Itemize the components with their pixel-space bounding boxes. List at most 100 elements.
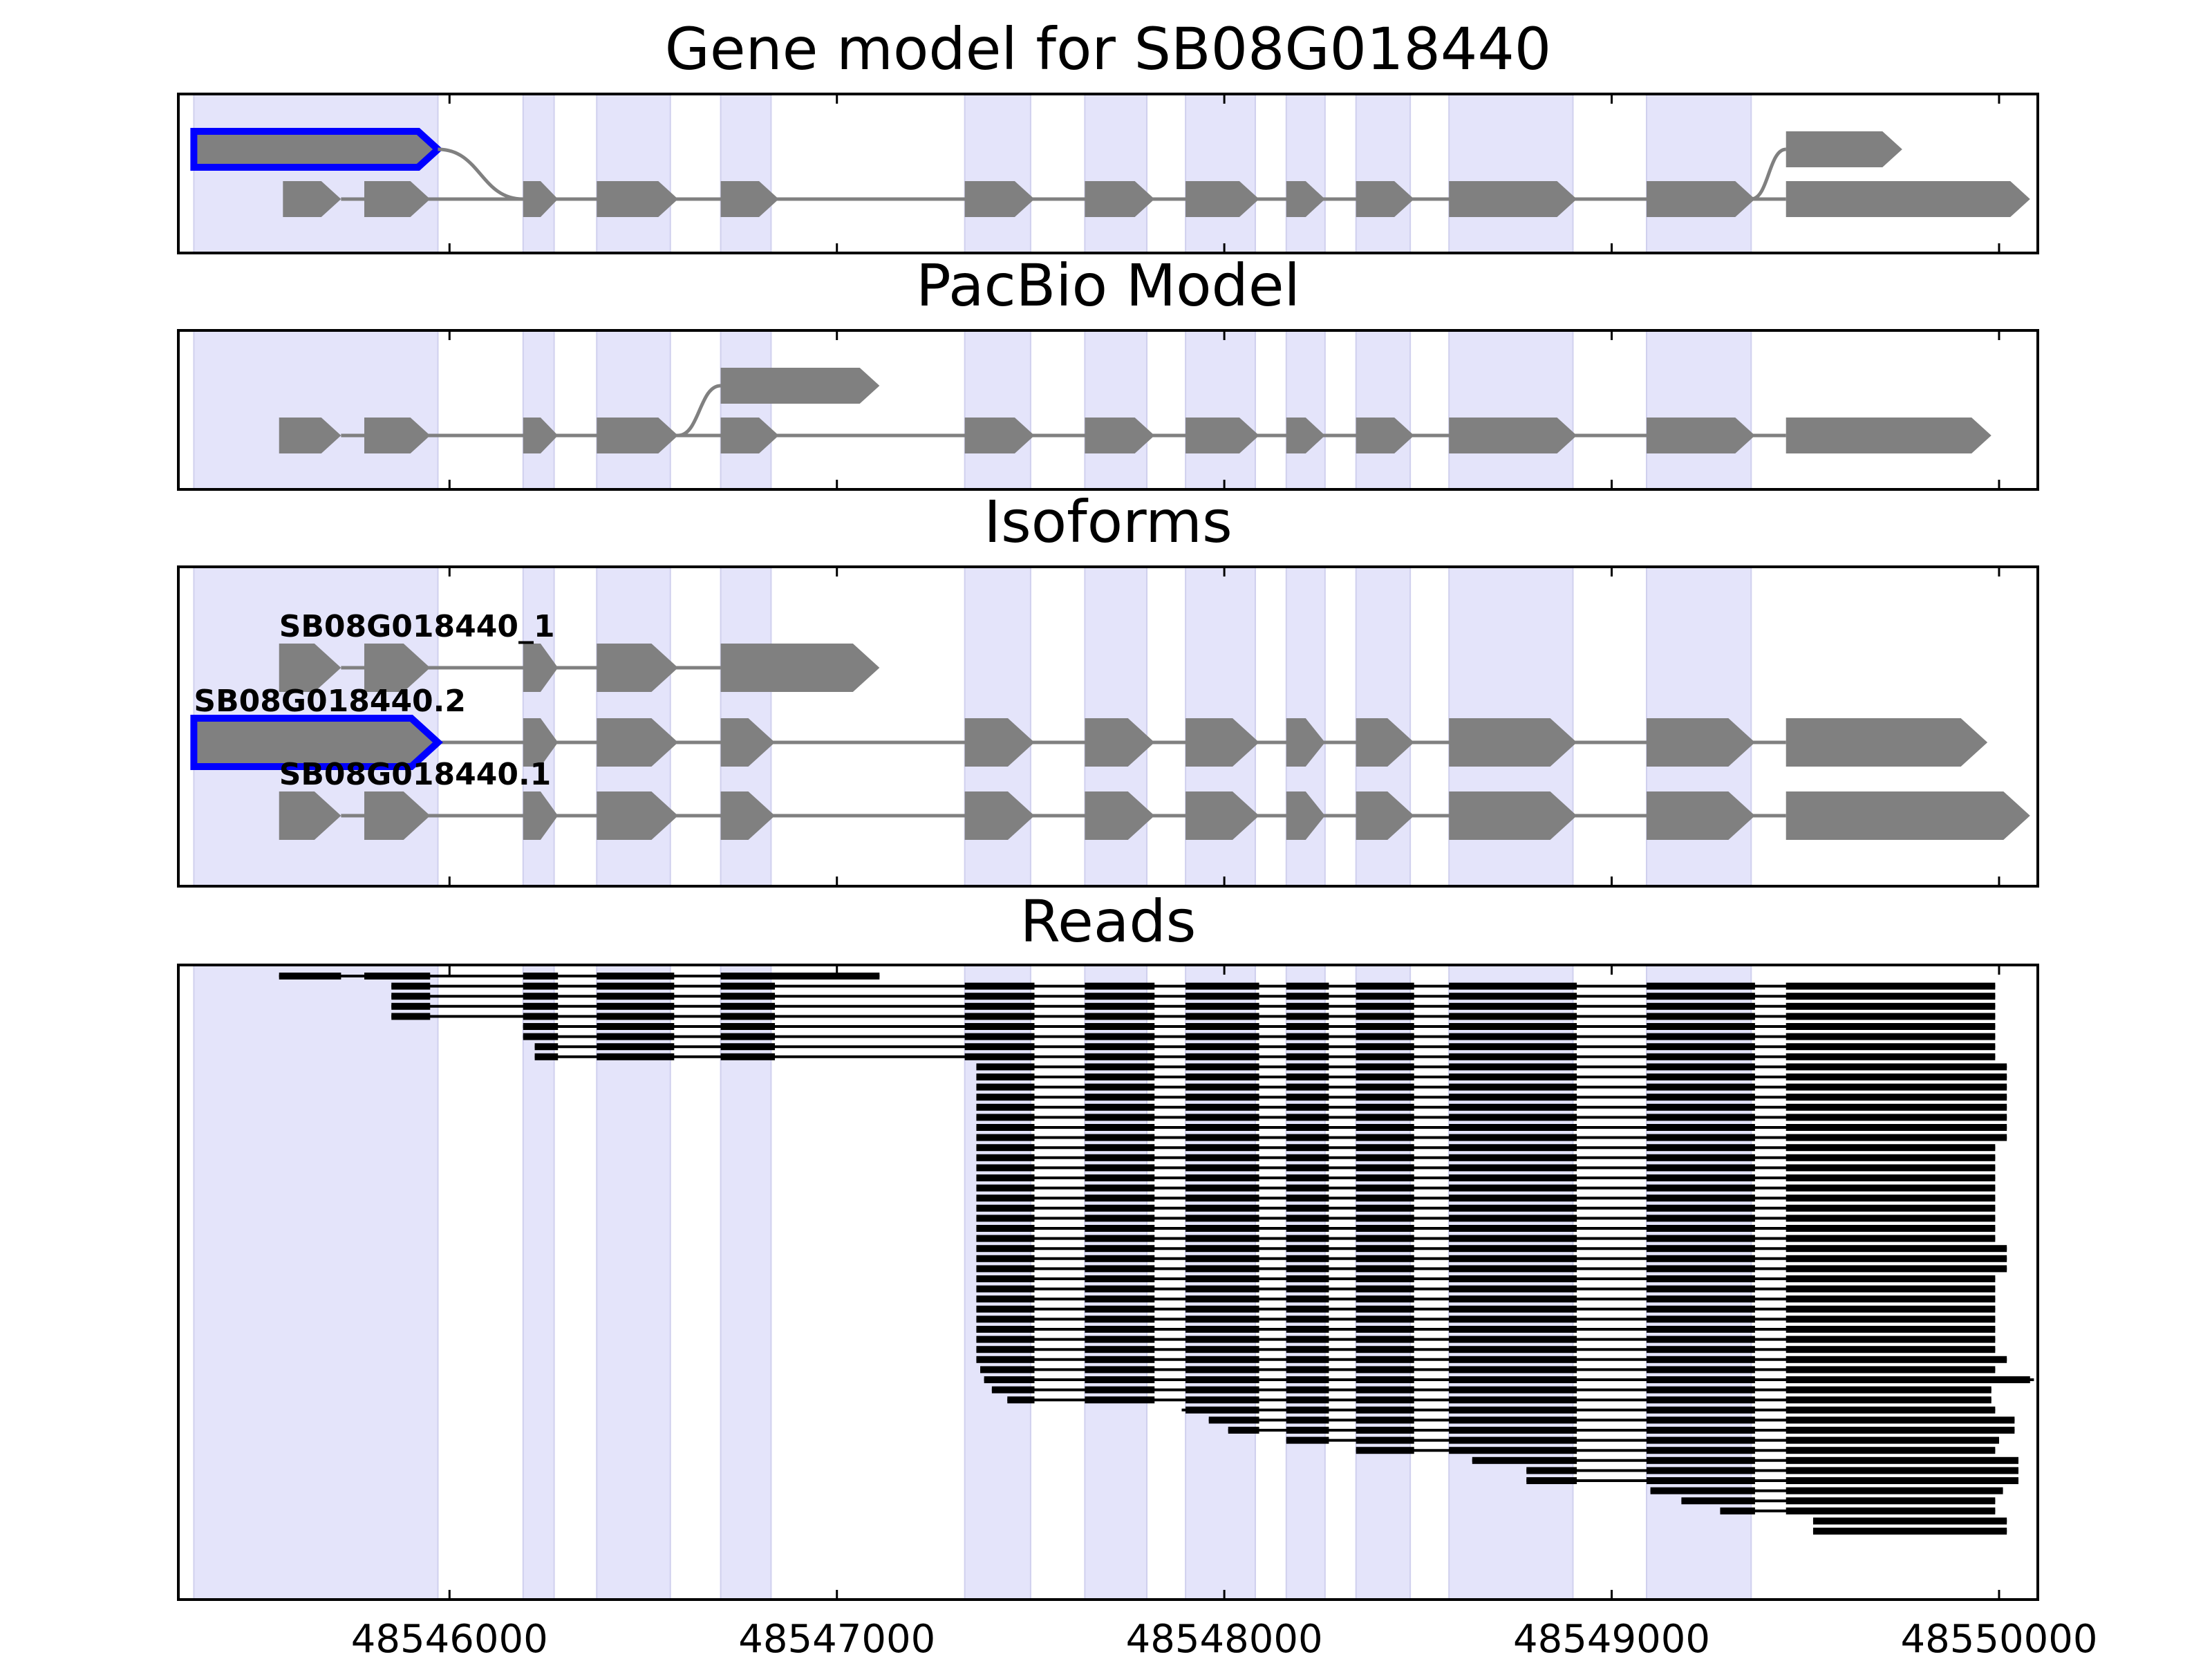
read-block <box>1646 1144 1755 1152</box>
read-block <box>1185 1094 1259 1101</box>
read-block <box>1185 1033 1259 1040</box>
exon <box>283 181 341 217</box>
read-block <box>1785 1275 1996 1282</box>
exon-shading <box>1185 330 1256 490</box>
read <box>976 1295 1996 1303</box>
panel-3: Reads <box>177 888 2039 1601</box>
read-block <box>523 1023 559 1030</box>
read-block <box>1286 1406 1329 1414</box>
read-block <box>1356 1335 1414 1343</box>
read-block <box>976 1063 1035 1071</box>
read-block <box>597 1053 675 1060</box>
read-block <box>1785 1124 2007 1131</box>
read-block <box>1646 1366 1755 1374</box>
axes-frame <box>177 329 2039 491</box>
read-block <box>1185 1043 1259 1051</box>
exon <box>964 181 1035 217</box>
read-block <box>1185 1285 1259 1293</box>
read-block <box>1185 1124 1259 1131</box>
read-block <box>1785 1023 1996 1030</box>
read-block <box>1646 1295 1755 1303</box>
read-block <box>1785 1285 1996 1293</box>
read-block <box>1449 1265 1577 1273</box>
read-block <box>1286 1346 1329 1353</box>
exon <box>1449 718 1577 767</box>
read-block <box>1185 1023 1259 1030</box>
read-block <box>1449 1074 1577 1080</box>
read-block <box>1646 1023 1755 1030</box>
read-block <box>1085 1194 1155 1202</box>
read-block <box>1785 1467 2018 1474</box>
read-block <box>1228 1427 1259 1434</box>
read-block <box>1356 1033 1414 1040</box>
read-block <box>1449 1174 1577 1181</box>
read-block <box>1526 1467 1577 1474</box>
read <box>984 1376 2034 1383</box>
read-block <box>1646 1477 1755 1484</box>
read-block <box>976 1094 1035 1101</box>
read-block <box>1085 993 1155 1000</box>
exon <box>1785 418 1991 453</box>
read <box>1208 1416 2015 1424</box>
read-block <box>1646 1235 1755 1242</box>
read-block <box>1085 1255 1155 1262</box>
exon <box>1286 718 1325 767</box>
read-block <box>1185 1013 1259 1020</box>
read-block <box>964 1013 1035 1020</box>
read-block <box>976 1326 1035 1333</box>
read-block <box>1085 1215 1155 1222</box>
read-block <box>1185 1053 1259 1060</box>
read <box>976 1184 1996 1192</box>
read-block <box>1356 1124 1414 1131</box>
read-block <box>523 993 559 1000</box>
read-block <box>1785 1295 1996 1303</box>
read-block <box>597 1013 675 1020</box>
exon-shading <box>1448 330 1574 490</box>
read-block <box>1449 1124 1577 1131</box>
read-block <box>1356 1326 1414 1333</box>
read-block <box>391 993 431 1000</box>
read-block <box>1085 1043 1155 1051</box>
read <box>976 1114 2007 1121</box>
read <box>1286 1436 1999 1444</box>
read-block <box>1785 1477 2018 1484</box>
exon <box>964 791 1035 840</box>
read-block <box>1449 1295 1577 1303</box>
read-block <box>1646 1335 1755 1343</box>
read-block <box>1812 1517 2007 1525</box>
read-block <box>976 1184 1035 1192</box>
read-block <box>1286 1315 1329 1323</box>
read-block <box>1185 1164 1259 1172</box>
read-block <box>1681 1497 1755 1505</box>
exon <box>1085 418 1155 453</box>
read <box>391 1013 1996 1020</box>
read-block <box>991 1386 1035 1394</box>
read-block <box>1185 1406 1259 1414</box>
read-block <box>1785 1245 2007 1253</box>
panel-0: Gene model for SB08G018440 <box>177 15 2039 254</box>
read <box>976 1265 2007 1273</box>
exon <box>190 128 443 171</box>
read <box>976 1215 1996 1222</box>
read-block <box>1356 1063 1414 1071</box>
read-block <box>1646 1326 1755 1333</box>
read-block <box>1286 1154 1329 1161</box>
x-tick-label: 48548000 <box>1126 1617 1323 1659</box>
read <box>976 1356 2007 1363</box>
read-block <box>1356 1427 1414 1434</box>
read-block <box>984 1376 1035 1383</box>
read-block <box>1646 1456 1755 1464</box>
exon-shading <box>1645 330 1752 490</box>
read-block <box>597 1002 675 1010</box>
read-block <box>1286 1245 1329 1253</box>
read-block <box>1185 993 1259 1000</box>
read-block <box>1785 1144 1996 1152</box>
read-block <box>1449 982 1577 990</box>
read-block <box>1085 1396 1155 1404</box>
read-block <box>1785 1346 1996 1353</box>
read-block <box>1208 1416 1259 1424</box>
read-block <box>391 982 431 990</box>
read-block <box>1646 1134 1755 1141</box>
read-block <box>1185 1174 1259 1181</box>
axes-frame <box>177 964 2039 1601</box>
